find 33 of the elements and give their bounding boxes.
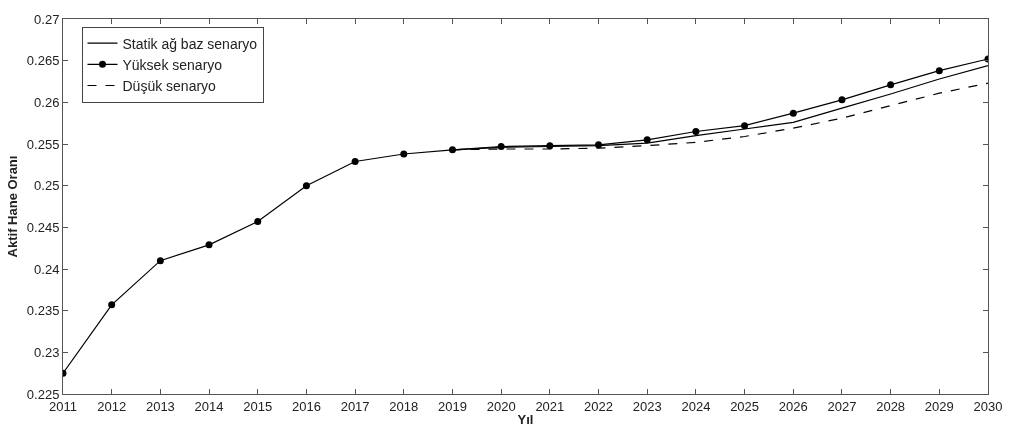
legend-label: Statik ağ baz senaryo xyxy=(122,35,258,52)
y-tick-label: 0.25 xyxy=(34,178,60,194)
y-tick-label: 0.265 xyxy=(26,53,60,69)
x-tick-label: 2020 xyxy=(486,398,516,414)
x-tick-label: 2013 xyxy=(145,398,175,414)
legend-label: Yüksek senaryo xyxy=(122,56,223,73)
x-tick-label: 2023 xyxy=(632,398,662,414)
x-tick-label: 2025 xyxy=(730,398,760,414)
y-axis-title: Aktif Hane Oranı xyxy=(4,155,20,258)
y-tick-label: 0.26 xyxy=(34,94,60,110)
x-axis-title: Yıl xyxy=(517,412,534,428)
x-tick-label: 2022 xyxy=(584,398,613,414)
x-tick-label: 2029 xyxy=(924,398,954,414)
x-tick-label: 2012 xyxy=(97,398,127,414)
x-tick-label: 2030 xyxy=(973,398,1003,414)
legend-label: Düşük senaryo xyxy=(122,77,217,94)
x-tick-label: 2026 xyxy=(778,398,808,414)
x-tick-label: 2018 xyxy=(389,398,419,414)
x-tick-label: 2014 xyxy=(194,398,224,414)
x-tick-label: 2019 xyxy=(438,398,467,414)
y-tick-label: 0.245 xyxy=(26,219,60,235)
x-tick-label: 2021 xyxy=(535,398,565,414)
y-tick-label: 0.255 xyxy=(26,136,60,152)
x-tick-label: 2028 xyxy=(876,398,906,414)
y-tick-label: 0.23 xyxy=(34,344,60,360)
x-tick-label: 2016 xyxy=(291,398,321,414)
x-tick-label: 2015 xyxy=(243,398,273,414)
y-tick-label: 0.24 xyxy=(34,261,60,277)
x-tick-label: 2017 xyxy=(340,398,370,414)
y-tick-label: 0.27 xyxy=(34,11,60,27)
x-tick-label: 2027 xyxy=(827,398,857,414)
y-tick-label: 0.235 xyxy=(26,303,60,319)
x-tick-label: 2024 xyxy=(681,398,711,414)
